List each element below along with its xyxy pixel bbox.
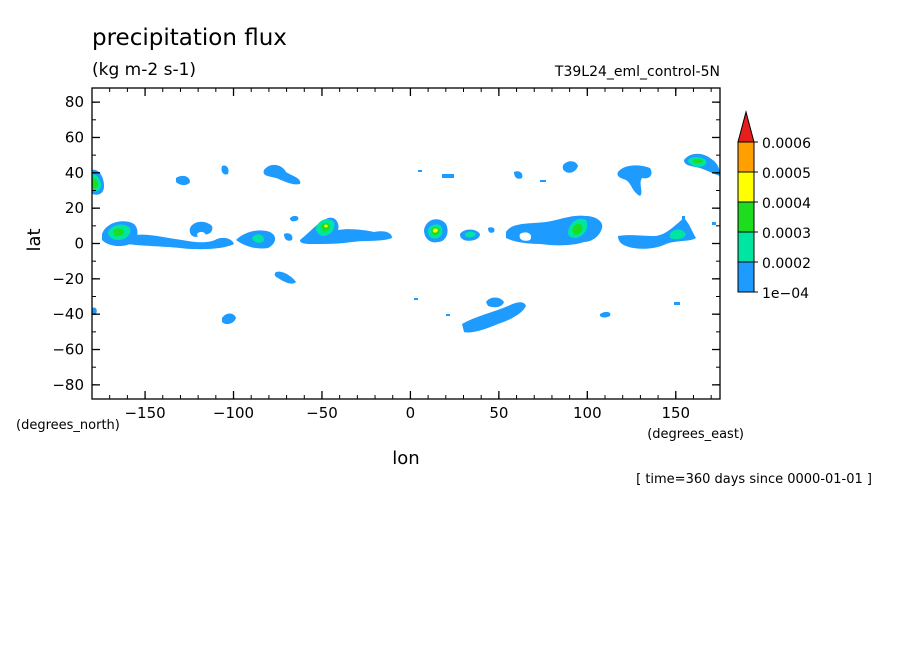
contour-region	[197, 231, 206, 239]
contour-speck	[682, 216, 685, 226]
colorbar-label: 0.0002	[762, 256, 811, 272]
contour-region	[600, 311, 611, 318]
contour-speck	[674, 302, 680, 305]
contour-region	[519, 232, 532, 241]
dataset-label: T39L24_eml_control-5N	[554, 64, 720, 80]
contour-region	[176, 175, 190, 185]
x-tick-label: −100	[213, 404, 254, 422]
contour-region	[92, 178, 98, 189]
contour-region	[670, 229, 686, 240]
contour-field	[92, 153, 720, 333]
y-tick-label: −80	[52, 376, 84, 394]
contour-region	[572, 223, 583, 235]
contour-region	[290, 215, 299, 222]
x-units-label: (degrees_east)	[647, 427, 744, 442]
contour-region	[486, 297, 504, 308]
x-tick-label: −150	[124, 404, 165, 422]
contour-region	[617, 165, 652, 196]
contour-region	[263, 164, 301, 185]
colorbar-overflow-triangle	[737, 110, 755, 143]
colorbar-swatch	[737, 201, 755, 233]
contour-speck	[414, 298, 418, 300]
y-tick-label: −60	[52, 341, 84, 359]
colorbar: 1e−04 0.0002 0.0003 0.0004 0.0005 0.0006	[737, 110, 811, 302]
chart-title: precipitation flux	[92, 25, 287, 51]
y-tick-label: 60	[65, 128, 84, 146]
contour-region	[252, 234, 264, 243]
x-tick-label: 0	[406, 404, 416, 422]
colorbar-label: 0.0005	[762, 166, 811, 182]
colorbar-swatch	[737, 141, 755, 173]
y-tick-label: 40	[65, 164, 84, 182]
y-tick-label: 20	[65, 199, 84, 217]
contour-region	[113, 228, 124, 237]
colorbar-label: 0.0003	[762, 226, 811, 242]
contour-region	[433, 228, 438, 233]
contour-speck	[712, 222, 716, 225]
contour-region	[300, 217, 392, 244]
contour-region	[128, 234, 234, 250]
y-tick-label: −40	[52, 305, 84, 323]
x-tick-label: 50	[489, 404, 508, 422]
x-tick-label: −50	[306, 404, 338, 422]
contour-region	[514, 171, 523, 179]
colorbar-swatch	[737, 171, 755, 203]
contour-region	[562, 161, 578, 173]
y-tick-label: 0	[74, 235, 84, 253]
x-tick-label: 100	[573, 404, 602, 422]
contour-speck	[540, 180, 546, 182]
contour-region	[222, 313, 236, 325]
contour-region	[284, 233, 293, 241]
contour-region	[189, 221, 213, 237]
colorbar-label: 1e−04	[762, 286, 809, 302]
contour-region	[693, 158, 703, 164]
y-axis-label: lat	[24, 228, 45, 251]
contour-region	[324, 224, 328, 228]
time-footer: [ time=360 days since 0000-01-01 ]	[636, 472, 872, 487]
x-axis-label: lon	[392, 448, 419, 469]
y-tick-label: −20	[52, 270, 84, 288]
contour-region	[618, 218, 696, 249]
contour-region	[221, 165, 229, 175]
x-tick-label: 150	[661, 404, 690, 422]
contour-region	[92, 307, 97, 315]
contour-speck	[446, 314, 450, 316]
contour-region	[274, 271, 296, 284]
contour-region	[506, 215, 603, 246]
colorbar-label: 0.0004	[762, 196, 811, 212]
colorbar-swatch	[737, 231, 755, 263]
colorbar-label: 0.0006	[762, 136, 811, 152]
colorbar-swatch	[737, 261, 755, 293]
contour-region	[465, 231, 476, 238]
y-units-label: (degrees_north)	[16, 418, 120, 433]
contour-region	[462, 302, 526, 333]
axes: −150 −100 −50 0 50 100 150 80 60 40 20 0 −20 −40 −60 −8…	[52, 88, 720, 422]
y-tick-label: 80	[65, 93, 84, 111]
chart-units: (kg m-2 s-1)	[92, 60, 196, 80]
contour-speck	[418, 170, 422, 172]
contour-speck	[442, 174, 454, 178]
contour-region	[488, 227, 495, 233]
